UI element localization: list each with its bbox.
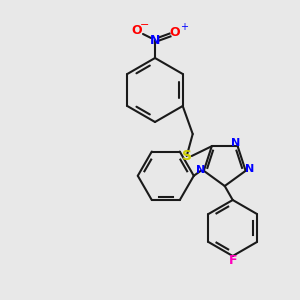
Text: N: N (150, 34, 160, 46)
Text: N: N (231, 138, 240, 148)
Text: O: O (132, 23, 142, 37)
Text: N: N (196, 165, 206, 175)
Text: +: + (180, 22, 188, 32)
Text: −: − (140, 20, 150, 30)
Text: F: F (229, 254, 237, 266)
Text: O: O (170, 26, 180, 38)
Text: S: S (182, 149, 192, 163)
Text: N: N (245, 164, 254, 174)
